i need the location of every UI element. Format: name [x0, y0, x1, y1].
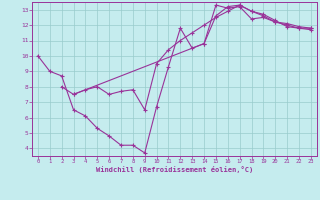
X-axis label: Windchill (Refroidissement éolien,°C): Windchill (Refroidissement éolien,°C)	[96, 166, 253, 173]
